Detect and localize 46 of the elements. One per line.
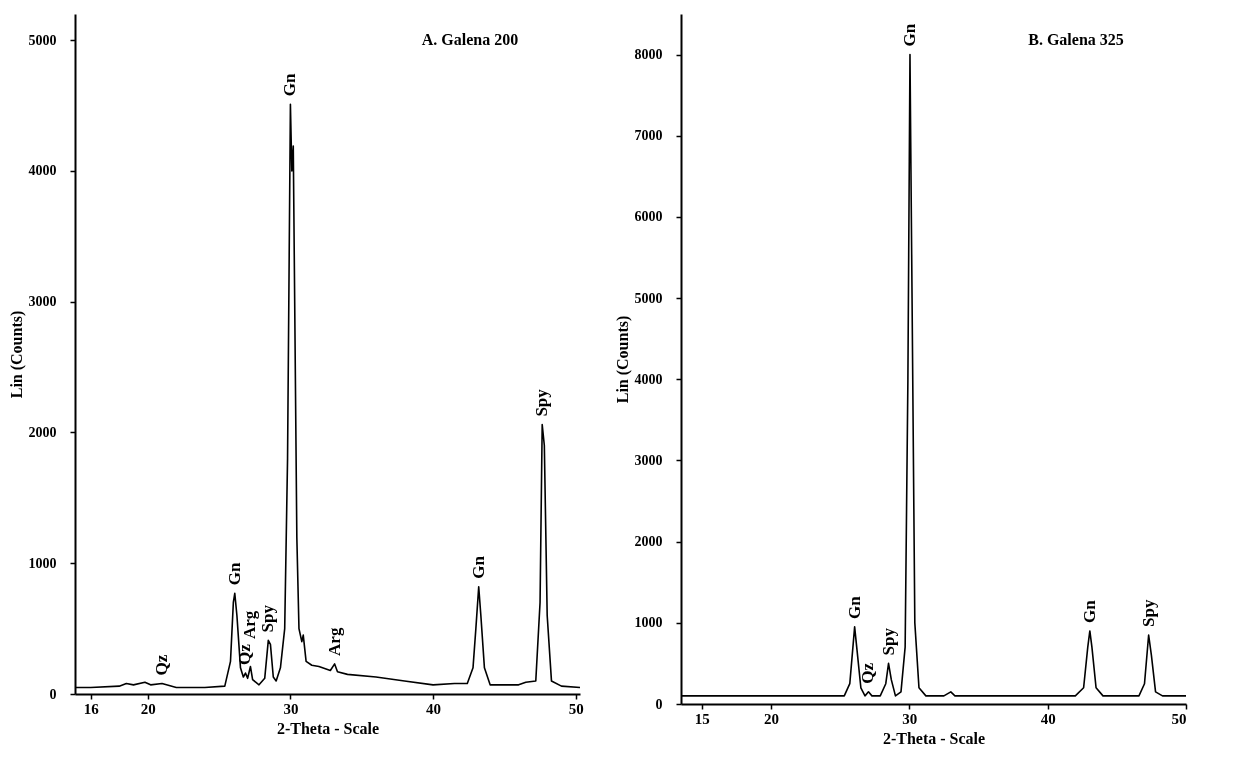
annotation: Gn [468, 555, 488, 579]
y-tick-label: 4000 [28, 163, 57, 179]
annotation: Spy [258, 604, 278, 633]
x-axis-title: 2-Theta - Scale [882, 729, 986, 747]
y-tick-label: 2000 [28, 424, 57, 440]
x-tick-label: 16 [83, 700, 100, 717]
y-tick-label: 6000 [634, 209, 663, 225]
annotation: Gn [844, 595, 864, 619]
y-tick-label: 7000 [634, 128, 663, 144]
annotation: Spy [532, 388, 552, 417]
x-tick-label: 20 [140, 700, 156, 717]
text: B. Galena 325 [1028, 31, 1124, 48]
y-tick-label: 3000 [28, 294, 57, 310]
y-axis-title: Lin (Counts) [7, 310, 26, 399]
annotation: Spy [1138, 599, 1158, 627]
annotation: Qz [858, 662, 878, 684]
x-tick-label: 50 [1171, 710, 1187, 727]
y-tick-label: 0 [49, 686, 57, 702]
text: A. Galena 200 [421, 31, 519, 48]
annotation: Qz [152, 654, 172, 676]
y-tick-label: 4000 [634, 371, 663, 387]
annotation: Qz [235, 643, 255, 666]
annotation: Arg [240, 610, 260, 640]
x-tick-label: 40 [1040, 710, 1056, 727]
y-tick-label: 2000 [634, 534, 663, 550]
annotation: Gn [280, 73, 300, 97]
y-axis-title: Lin (Counts) [613, 315, 632, 404]
x-tick-label: 30 [902, 710, 918, 727]
x-tick-label: 40 [426, 700, 442, 717]
y-tick-label: 5000 [634, 290, 663, 306]
annotation: Arg [324, 627, 344, 656]
y-tick-label: 8000 [634, 47, 663, 63]
y-tick-label: 3000 [634, 452, 663, 468]
x-tick-label: 15 [694, 710, 710, 727]
x-axis-title: 2-Theta - Scale [276, 719, 380, 737]
y-tick-label: 5000 [28, 32, 57, 48]
annotation: Gn [899, 23, 919, 47]
y-tick-label: 1000 [28, 555, 57, 571]
annotation: Gn [224, 562, 244, 586]
x-tick-label: 20 [763, 710, 779, 727]
y-tick-label: 1000 [634, 615, 663, 631]
y-tick-label: 0 [655, 696, 663, 712]
annotation: Spy [878, 627, 898, 656]
annotation: Gn [1079, 599, 1099, 623]
x-tick-label: 30 [283, 700, 299, 717]
x-tick-label: 50 [568, 700, 584, 717]
